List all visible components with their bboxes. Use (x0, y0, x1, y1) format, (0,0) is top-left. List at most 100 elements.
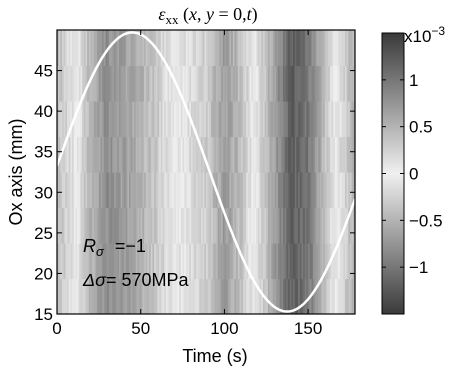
heatmap-cell (288, 278, 291, 314)
heatmap-cell (262, 65, 266, 102)
heatmap-cell (144, 101, 147, 138)
heatmap-cell (105, 30, 108, 67)
heatmap-cell (311, 136, 314, 173)
heatmap-cell (224, 243, 227, 280)
heatmap-cell (251, 30, 254, 67)
heatmap-cell (277, 101, 281, 138)
heatmap-cell (120, 136, 123, 173)
heatmap-cell (206, 207, 209, 244)
heatmap-cell (98, 65, 102, 102)
heatmap-cell (259, 136, 262, 173)
heatmap-cell (140, 278, 143, 314)
heatmap-cell (244, 207, 247, 244)
heatmap-cell (185, 136, 189, 173)
heatmap-cell (82, 243, 85, 280)
heatmap-cell (351, 30, 354, 67)
colorbar-scale-label: x10−3 (404, 24, 445, 46)
heatmap-cell (351, 172, 354, 209)
y-tick-label: 40 (34, 102, 53, 121)
heatmap-cell (98, 243, 102, 280)
heatmap-cell (140, 243, 143, 280)
heatmap-cell (123, 136, 127, 173)
heatmap-cell (304, 243, 308, 280)
heatmap-cell (336, 101, 339, 138)
heatmap-cell (128, 136, 132, 173)
heatmap-cell (92, 30, 95, 67)
heatmap-cell (160, 172, 164, 209)
heatmap-cell (324, 30, 328, 67)
heatmap-cell (339, 65, 343, 102)
heatmap-cell (346, 30, 349, 67)
y-axis-ticks: 15 20 25 30 35 40 45 (34, 62, 355, 324)
heatmap-cell (272, 172, 276, 209)
heatmap-cell (269, 207, 272, 244)
heatmap-cell (237, 136, 241, 173)
heatmap-cell (311, 30, 314, 67)
heatmap-cell (224, 65, 227, 102)
heatmap-cell (299, 278, 303, 314)
heatmap-cell (202, 278, 205, 314)
heatmap-cell (202, 172, 205, 209)
heatmap-cell (206, 278, 209, 314)
heatmap-cell (112, 65, 115, 102)
heatmap-cell (169, 243, 172, 280)
heatmap-cell (85, 243, 88, 280)
heatmap-cell (221, 30, 224, 67)
heatmap-cell (346, 207, 349, 244)
heatmap-cell (351, 65, 354, 102)
heatmap-cell (83, 278, 87, 314)
heatmap-cell (125, 207, 128, 244)
heatmap-cell (333, 172, 336, 209)
heatmap-cell (256, 101, 259, 138)
heatmap-cell (271, 101, 274, 138)
heatmap-cell (113, 243, 117, 280)
heatmap-cell (324, 65, 328, 102)
heatmap-cell (209, 101, 212, 138)
heatmap-cell (167, 65, 170, 102)
heatmap-cell (341, 243, 344, 280)
heatmap-cell (150, 136, 154, 173)
heatmap-cell (323, 30, 326, 67)
heatmap-cell (252, 30, 256, 67)
heatmap-cell (172, 243, 175, 280)
heatmap-cell (72, 172, 75, 209)
heatmap-cell (202, 243, 205, 280)
heatmap-cell (157, 101, 160, 138)
heatmap-cell (257, 136, 261, 173)
heatmap-cell (92, 136, 95, 173)
heatmap-cell (150, 101, 154, 138)
heatmap-cell (296, 136, 299, 173)
heatmap-cell (67, 278, 70, 314)
heatmap-cell (204, 207, 207, 244)
heatmap-cell (134, 243, 137, 280)
heatmap-cell (152, 207, 155, 244)
heatmap-cell (100, 278, 103, 314)
heatmap-cell (80, 278, 83, 314)
heatmap-cell (276, 278, 279, 314)
heatmap-cell (309, 172, 313, 209)
heatmap-cell (276, 207, 279, 244)
heatmap-cell (180, 101, 184, 138)
heatmap-cell (343, 30, 346, 67)
heatmap-cell (93, 30, 97, 67)
heatmap-cell (269, 30, 272, 67)
heatmap-cell (87, 172, 90, 209)
heatmap-cell (77, 30, 80, 67)
heatmap-cell (271, 65, 274, 102)
heatmap-cell (134, 30, 137, 67)
heatmap-cell (293, 65, 296, 102)
heatmap-cell (128, 243, 132, 280)
heatmap-cell (206, 30, 209, 67)
heatmap-cell (262, 136, 266, 173)
heatmap-cell (123, 65, 127, 102)
heatmap-cell (272, 65, 276, 102)
heatmap-cell (333, 101, 336, 138)
heatmap-cell (286, 207, 289, 244)
heatmap-cell (346, 243, 349, 280)
heatmap-cell (194, 101, 197, 138)
heatmap-cell (251, 172, 254, 209)
heatmap-cell (123, 243, 127, 280)
heatmap-cell (212, 65, 215, 102)
heatmap-cell (227, 65, 231, 102)
heatmap-cell (179, 278, 182, 314)
